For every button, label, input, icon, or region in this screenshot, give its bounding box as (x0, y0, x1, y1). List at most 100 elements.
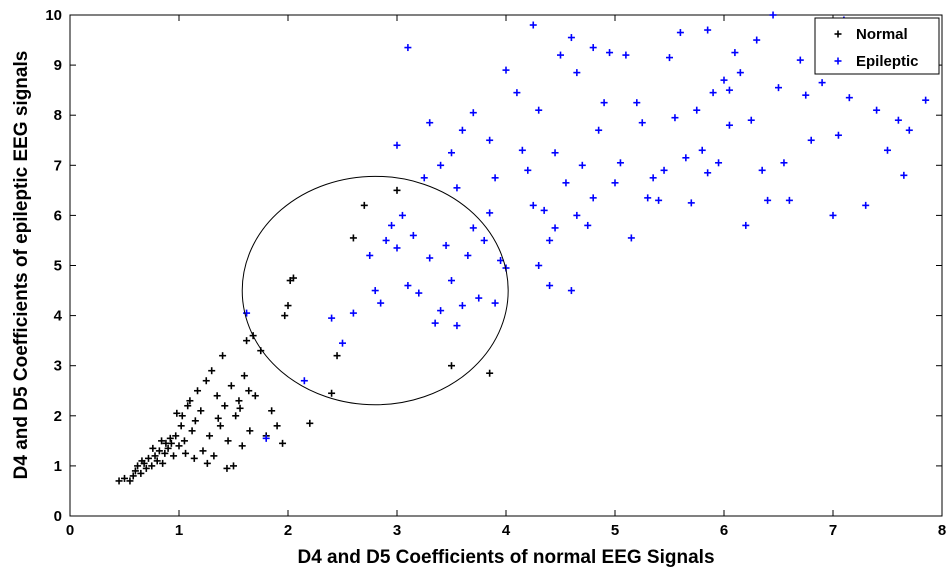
data-point-epileptic (606, 49, 614, 57)
y-tick-label: 10 (45, 7, 62, 24)
data-point-normal (175, 442, 183, 450)
data-point-epileptic (796, 56, 804, 64)
data-point-normal (137, 469, 145, 477)
data-point-epileptic (448, 277, 455, 285)
legend-marker-normal (834, 30, 842, 38)
data-point-normal (155, 447, 163, 455)
x-tick-label: 6 (720, 522, 728, 539)
data-point-normal (268, 407, 276, 415)
data-point-epileptic (382, 236, 390, 244)
data-point-normal (281, 312, 289, 320)
data-point-epileptic (567, 287, 575, 295)
data-point-epileptic (638, 119, 646, 127)
data-point-epileptic (442, 241, 450, 249)
data-point-normal (349, 234, 357, 242)
data-point-normal (486, 369, 494, 377)
y-tick-label: 1 (54, 458, 62, 475)
data-point-epileptic (393, 141, 401, 149)
data-point-normal (251, 392, 259, 400)
data-point-epileptic (388, 221, 396, 229)
data-point-normal (238, 442, 246, 450)
data-point-epileptic (349, 309, 357, 317)
data-point-epileptic (764, 196, 772, 204)
data-point-epileptic (573, 69, 581, 77)
data-point-epileptic (377, 299, 385, 307)
data-point-epileptic (742, 221, 750, 229)
data-point-epileptic (922, 96, 930, 104)
data-point-normal (142, 464, 150, 472)
data-point-epileptic (622, 51, 630, 59)
y-tick-label: 4 (54, 308, 63, 325)
data-point-epileptic (900, 171, 908, 179)
data-point-epileptic (660, 166, 668, 174)
x-tick-label: 5 (611, 522, 619, 539)
data-point-epileptic (829, 211, 837, 219)
data-point-epileptic (834, 131, 842, 139)
data-point-epileptic (535, 106, 543, 114)
data-point-epileptic (469, 224, 477, 232)
data-point-epileptic (562, 179, 570, 187)
data-point-epileptic (753, 36, 761, 44)
data-point-epileptic (873, 106, 881, 114)
data-point-normal (134, 462, 142, 470)
legend-label-epileptic: Epileptic (856, 53, 919, 70)
data-point-epileptic (491, 299, 499, 307)
data-point-epileptic (666, 54, 673, 62)
data-point-epileptic (715, 159, 723, 167)
data-point-epileptic (671, 114, 679, 122)
data-point-epileptic (524, 166, 532, 174)
data-point-epileptic (578, 161, 586, 169)
data-point-epileptic (491, 174, 499, 182)
data-point-epileptic (698, 146, 706, 154)
data-point-normal (191, 417, 199, 425)
legend-marker-epileptic (834, 57, 842, 65)
data-point-normal (121, 474, 128, 482)
data-point-epileptic (546, 282, 554, 290)
y-tick-label: 3 (54, 358, 62, 375)
data-point-normal (164, 444, 172, 452)
data-point-epileptic (655, 196, 663, 204)
data-point-normal (172, 432, 180, 440)
x-axis-label: D4 and D5 Coefficients of normal EEG Sig… (297, 547, 714, 568)
data-point-normal (393, 186, 401, 194)
data-point-normal (144, 454, 152, 462)
data-point-epileptic (486, 136, 494, 144)
data-point-epileptic (529, 201, 537, 209)
data-point-epileptic (595, 126, 603, 134)
data-point-epileptic (573, 211, 581, 219)
legend-markers (834, 30, 842, 65)
data-point-epileptic (497, 256, 505, 264)
data-point-normal (448, 362, 455, 370)
data-point-epileptic (807, 136, 815, 144)
data-point-epileptic (328, 314, 336, 322)
data-point-epileptic (300, 377, 308, 385)
data-point-epileptic (567, 34, 575, 42)
legend-label-normal: Normal (856, 26, 908, 43)
x-tick-label: 8 (938, 522, 946, 539)
data-point-epileptic (905, 126, 913, 134)
data-point-normal (166, 434, 174, 442)
data-point-normal (223, 464, 231, 472)
data-point-epileptic (420, 174, 428, 182)
data-point-epileptic (676, 29, 684, 37)
data-point-epileptic (862, 201, 870, 209)
data-point-epileptic (627, 234, 635, 242)
data-point-normal (306, 419, 314, 427)
data-point-normal (138, 457, 146, 465)
axis-ticks: 0 1 2 3 4 5 6 7 8 0 1 2 3 4 5 6 7 8 9 10 (45, 7, 946, 539)
data-point-normal (151, 452, 159, 460)
data-point-epileptic (611, 179, 619, 187)
data-point-normal (232, 412, 240, 420)
y-tick-label: 7 (54, 157, 62, 174)
data-point-epileptic (785, 196, 793, 204)
data-point-normal (227, 382, 235, 390)
data-point-normal (328, 389, 336, 397)
data-point-normal (173, 409, 181, 417)
data-point-epileptic (769, 11, 777, 19)
data-point-epileptic (557, 51, 564, 59)
data-point-epileptic (243, 309, 251, 317)
data-point-normal (333, 352, 341, 360)
data-point-epileptic (339, 339, 346, 347)
data-point-epileptic (758, 166, 766, 174)
